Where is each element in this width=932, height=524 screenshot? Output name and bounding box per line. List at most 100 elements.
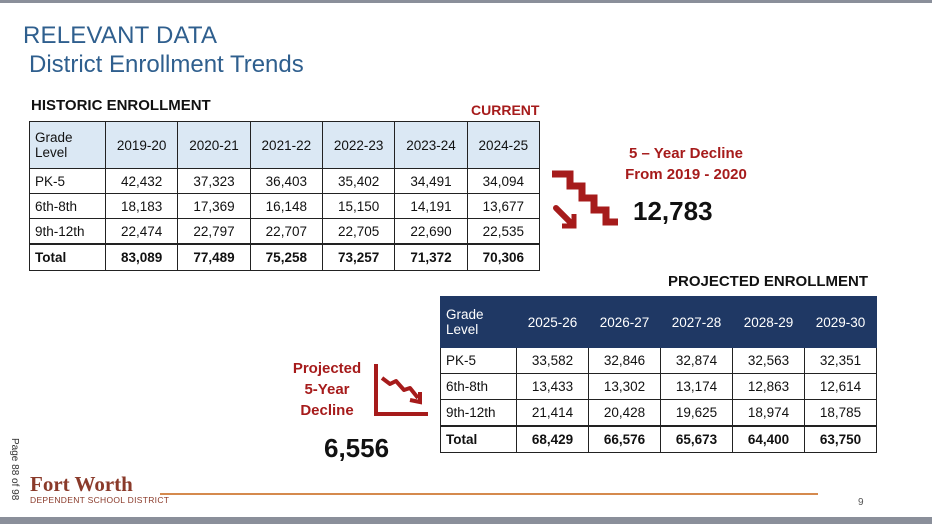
projected-enrollment-table: Grade Level 2025-26 2026-27 2027-28 2028…: [440, 296, 877, 453]
table-cell: 83,089: [104, 243, 179, 271]
table-cell: 13,302: [588, 373, 661, 400]
table-cell: 22,705: [321, 218, 396, 245]
table-cell: 22,707: [249, 218, 323, 245]
table-header-cell: 2023-24: [394, 121, 468, 169]
table-cell: 35,402: [321, 168, 396, 194]
bottom-frame-bar: [0, 517, 932, 524]
table-cell: 70,306: [466, 243, 541, 271]
table-cell: 37,323: [177, 168, 251, 194]
table-cell: 34,094: [466, 168, 541, 194]
projected-line-1: Projected: [292, 360, 362, 377]
table-cell: 14,191: [394, 193, 468, 219]
table-cell: 33,582: [516, 347, 589, 374]
table-header-row: Grade Level 2025-26 2026-27 2027-28 2028…: [440, 296, 877, 348]
table-cell: 34,491: [394, 168, 468, 194]
table-cell: 22,797: [177, 218, 251, 245]
historic-enrollment-table: Grade Level 2019-20 2020-21 2021-22 2022…: [29, 121, 541, 271]
table-cell: 77,489: [177, 243, 251, 271]
table-cell: 65,673: [660, 425, 733, 453]
table-cell: 42,432: [104, 168, 179, 194]
current-label: CURRENT: [471, 102, 540, 118]
table-cell: 13,433: [516, 373, 589, 400]
table-cell: 32,351: [804, 347, 877, 374]
decline-line-2: From 2019 - 2020: [625, 166, 747, 183]
table-header-cell: 2028-29: [732, 296, 805, 348]
top-frame-bar: [0, 0, 932, 3]
table-cell: 21,414: [516, 399, 589, 427]
page-info: Page 88 of 98: [9, 438, 20, 501]
projected-enrollment-label: PROJECTED ENROLLMENT: [668, 273, 869, 290]
table-cell: 18,974: [732, 399, 805, 427]
slide-title: RELEVANT DATA: [23, 22, 218, 49]
stairs-down-icon: [552, 170, 618, 229]
table-header-cell: 2021-22: [249, 121, 323, 169]
table-cell: 19,625: [660, 399, 733, 427]
decline-line-1: 5 – Year Decline: [629, 145, 743, 162]
table-cell: 9th-12th: [440, 399, 517, 427]
table-header-cell: 2029-30: [804, 296, 877, 348]
table-cell: 6th-8th: [29, 193, 106, 219]
table-header-cell: 2025-26: [516, 296, 589, 348]
table-total-row: Total 83,089 77,489 75,258 73,257 71,372…: [29, 243, 541, 271]
table-cell: 15,150: [321, 193, 396, 219]
table-cell: 64,400: [732, 425, 805, 453]
table-row: 6th-8th 18,183 17,369 16,148 15,150 14,1…: [29, 193, 541, 219]
table-cell: 22,690: [394, 218, 468, 245]
table-cell: 17,369: [177, 193, 251, 219]
footer-divider: [160, 493, 818, 495]
table-row: 9th-12th 22,474 22,797 22,707 22,705 22,…: [29, 218, 541, 245]
table-cell: 22,474: [104, 218, 179, 245]
projected-line-2: 5-Year: [304, 381, 350, 398]
slide-page-number: 9: [858, 497, 864, 508]
table-cell: 18,785: [804, 399, 877, 427]
table-cell: 18,183: [104, 193, 179, 219]
projected-line-3: Decline: [300, 402, 354, 419]
table-cell: 22,535: [466, 218, 541, 245]
table-cell: 63,750: [804, 425, 877, 453]
slide-subtitle: District Enrollment Trends: [29, 51, 304, 78]
table-cell: 13,677: [466, 193, 541, 219]
table-total-row: Total 68,429 66,576 65,673 64,400 63,750: [440, 425, 877, 453]
table-header-cell: 2022-23: [321, 121, 396, 169]
table-cell: 12,863: [732, 373, 805, 400]
table-cell: 71,372: [394, 243, 468, 271]
table-cell: 32,846: [588, 347, 661, 374]
table-row: PK-5 42,432 37,323 36,403 35,402 34,491 …: [29, 168, 541, 194]
table-cell: 73,257: [321, 243, 396, 271]
table-cell: 6th-8th: [440, 373, 517, 400]
projected-decline-value: 6,556: [324, 433, 390, 463]
trend-down-chart-icon: [374, 364, 428, 416]
table-header-row: Grade Level 2019-20 2020-21 2021-22 2022…: [29, 121, 541, 169]
decline-value: 12,783: [633, 196, 713, 226]
table-cell: PK-5: [29, 168, 106, 194]
table-cell: 36,403: [249, 168, 323, 194]
table-cell: 66,576: [588, 425, 661, 453]
table-cell: 68,429: [516, 425, 589, 453]
table-header-cell: Grade Level: [440, 296, 517, 348]
table-cell: 20,428: [588, 399, 661, 427]
five-year-decline-text: 5 – Year Decline From 2019 - 2020: [606, 143, 766, 185]
table-cell: Total: [440, 425, 517, 453]
district-logo: Fort Worth: [30, 472, 133, 496]
table-header-cell: 2024-25: [466, 121, 541, 169]
table-cell: 32,874: [660, 347, 733, 374]
table-cell: 9th-12th: [29, 218, 106, 245]
table-row: 6th-8th 13,433 13,302 13,174 12,863 12,6…: [440, 373, 877, 400]
table-header-cell: Grade Level: [29, 121, 106, 169]
projected-decline-text: Projected 5-Year Decline: [282, 358, 372, 421]
table-header-cell: 2027-28: [660, 296, 733, 348]
table-cell: 13,174: [660, 373, 733, 400]
table-header-cell: 2019-20: [104, 121, 179, 169]
table-cell: PK-5: [440, 347, 517, 374]
historic-enrollment-label: HISTORIC ENROLLMENT: [31, 97, 211, 114]
table-header-cell: 2020-21: [177, 121, 251, 169]
district-logo-subtitle: DEPENDENT SCHOOL DISTRICT: [30, 495, 170, 505]
table-cell: 16,148: [249, 193, 323, 219]
table-cell: 12,614: [804, 373, 877, 400]
table-cell: 32,563: [732, 347, 805, 374]
table-row: PK-5 33,582 32,846 32,874 32,563 32,351: [440, 347, 877, 374]
table-cell: Total: [29, 243, 106, 271]
table-row: 9th-12th 21,414 20,428 19,625 18,974 18,…: [440, 399, 877, 427]
table-cell: 75,258: [249, 243, 323, 271]
table-header-cell: 2026-27: [588, 296, 661, 348]
